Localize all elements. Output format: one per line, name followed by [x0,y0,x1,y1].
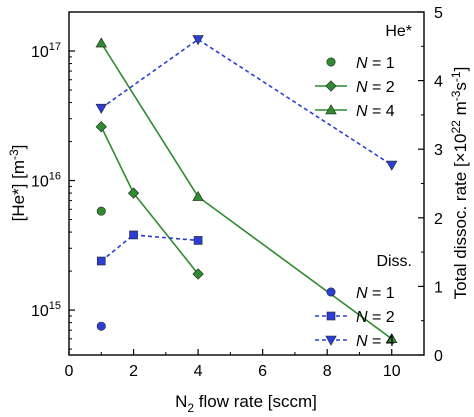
x-axis-label: N2 flow rate [sccm] [175,392,317,415]
right-tick-label: 1 [434,279,443,296]
legend-label: N = 2 [356,79,395,96]
right-tick-label: 0 [434,348,443,365]
legend-marker [326,311,336,321]
left-tick-label: 1017 [31,41,61,61]
legend-title: He* [385,23,412,40]
right-axis-ticks: 0 1 2 3 4 5 [418,5,443,365]
series-line [100,234,199,262]
x-tick-label: 6 [258,363,267,380]
legend-label: N = 2 [356,309,395,326]
legend-marker [326,287,336,297]
legend-marker [325,104,337,115]
series-markers [95,35,398,344]
x-tick-label: 10 [383,363,401,380]
legend: He* N = 1 N = 2 N = 4 Diss. N = 1 N = 2 N = 4 [315,23,412,350]
legend-marker [325,80,337,92]
x-tick-label: 8 [323,363,332,380]
data-point [192,268,204,280]
right-tick-label: 4 [434,74,443,91]
data-point [193,236,203,245]
left-tick-label: 1015 [31,300,61,320]
data-point [386,333,398,344]
right-axis-label: Total dissoc. rate [×1022 m-3s-1] [449,67,470,300]
series-lines [100,38,393,340]
data-point [96,206,106,216]
left-tick-label: 1016 [31,171,61,191]
data-point [96,256,106,266]
data-point [127,187,140,199]
legend-label: N = 1 [356,55,395,72]
series-line [100,126,199,275]
legend-label: N = 1 [356,285,395,302]
right-tick-label: 3 [434,142,443,159]
x-tick-label: 4 [194,363,203,380]
data-point [96,321,106,331]
legend-marker [325,335,337,346]
data-point [129,230,138,240]
data-point [192,190,204,201]
x-tick-label: 2 [129,363,138,380]
series-line [100,38,393,166]
x-tick-label: 0 [65,363,74,380]
legend-label: N = 4 [356,333,395,350]
left-axis-label: [He*] [m-3] [7,145,28,222]
legend-title: Diss. [376,253,412,270]
right-tick-label: 2 [434,211,443,228]
left-axis-ticks: 1015 1016 1017 [31,41,75,350]
data-point [95,37,107,48]
data-point [95,103,107,114]
data-point [192,35,204,46]
legend-marker [326,57,336,67]
right-tick-label: 5 [434,5,443,22]
data-point [95,121,107,133]
series-line [100,42,393,340]
data-point [386,160,398,171]
legend-label: N = 4 [356,103,395,120]
x-axis-ticks: 0 2 4 6 8 10 [65,349,401,380]
